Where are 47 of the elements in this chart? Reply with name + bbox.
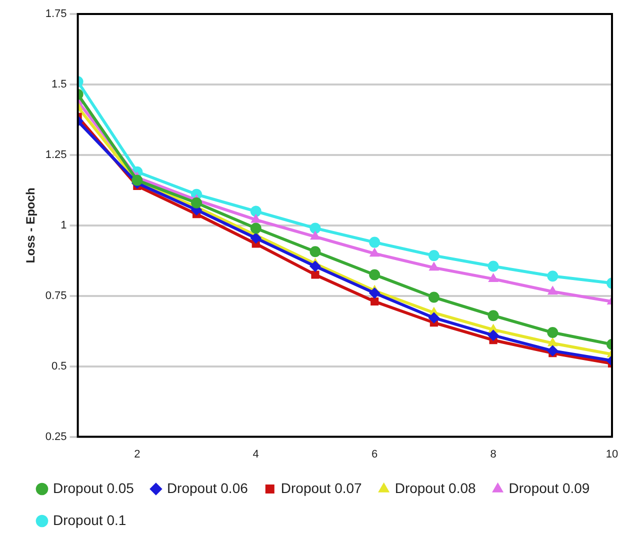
x-tick-label: 4 <box>252 448 259 460</box>
legend-label: Dropout 0.1 <box>53 512 126 528</box>
point <box>428 292 440 303</box>
legend-label: Dropout 0.08 <box>394 480 476 496</box>
point <box>369 269 380 280</box>
point <box>310 222 321 234</box>
point <box>428 250 440 262</box>
x-tick-label: 10 <box>606 448 618 460</box>
y-tick-label: 0.25 <box>45 430 67 443</box>
y-tick-label: 1.75 <box>45 8 67 20</box>
y-tick-label: 1.25 <box>45 148 67 161</box>
point <box>548 286 558 295</box>
point <box>369 288 380 299</box>
point <box>428 312 440 324</box>
point <box>191 197 202 208</box>
point <box>250 206 262 217</box>
point <box>547 270 558 282</box>
point <box>310 231 320 240</box>
point <box>250 232 262 244</box>
y-tick-label: 1.5 <box>52 78 67 90</box>
point <box>310 260 321 272</box>
y-tick-label: 1 <box>60 219 67 232</box>
point <box>488 260 499 272</box>
point <box>310 246 321 258</box>
legend-label: Dropout 0.09 <box>508 480 590 496</box>
point <box>311 270 320 279</box>
point <box>250 222 262 234</box>
x-tick-label: 6 <box>372 448 378 460</box>
point <box>548 338 558 346</box>
point <box>251 214 261 223</box>
point <box>488 330 499 341</box>
x-tick-label: 2 <box>134 448 140 460</box>
y-axis-title: Loss - Epoch <box>24 188 38 264</box>
y-tick-label: 0.5 <box>52 360 67 372</box>
point <box>429 262 439 271</box>
point <box>370 297 379 306</box>
x-tick-label: 8 <box>490 448 496 460</box>
legend-label: Dropout 0.07 <box>280 480 362 496</box>
point <box>369 236 380 248</box>
legend-label: Dropout 0.05 <box>53 480 134 496</box>
point <box>547 327 558 338</box>
point <box>488 273 498 282</box>
point <box>488 310 499 322</box>
point <box>370 248 380 257</box>
point <box>547 345 558 356</box>
legend-label: Dropout 0.06 <box>166 480 248 496</box>
y-tick-label: 0.75 <box>45 290 67 302</box>
